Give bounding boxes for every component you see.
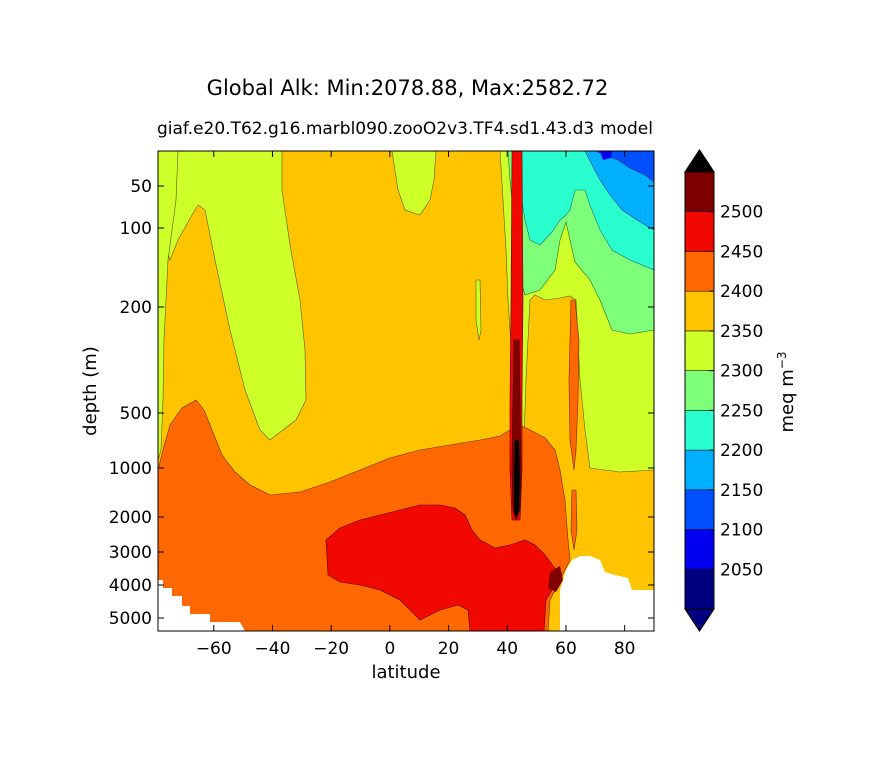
plot-frame — [157, 150, 655, 632]
contour-band-2400-2450-north-finger — [568, 299, 580, 471]
x-axis: −60 −40 −20 0 20 40 60 80 — [196, 151, 636, 659]
y-tick-label: 5000 — [109, 609, 152, 629]
x-tick-label: −40 — [255, 639, 291, 659]
colorbar-extend-max — [684, 149, 715, 173]
colorbar-tick-label: 2450 — [720, 242, 763, 262]
contour-band-2500-2550-deep — [548, 566, 563, 592]
colorbar-outline — [684, 149, 715, 632]
colorbar: 2050 2100 2150 2200 2250 2300 2350 2400 2450 2500 — [684, 149, 763, 632]
y-axis-label: depth (m) — [80, 346, 101, 436]
chart-subtitle-model: model — [600, 119, 653, 139]
y-tick-label: 50 — [130, 177, 152, 197]
y-tick-label: 100 — [120, 219, 152, 239]
y-tick-label: 500 — [120, 404, 152, 424]
colorbar-swatch — [684, 489, 715, 530]
chart-subtitle-run: giaf.e20.T62.g16.marbl090.zooO2v3.TF4.sd… — [157, 119, 595, 139]
colorbar-tick-label: 2400 — [720, 282, 763, 302]
seafloor-mask-south — [158, 580, 245, 631]
contour-band-2300-2350-north-c — [475, 279, 482, 341]
y-tick-label: 4000 — [109, 576, 152, 596]
colorbar-swatch — [684, 330, 715, 371]
seafloor-mask-north — [560, 556, 654, 631]
colorbar-extend-min — [684, 608, 715, 632]
colorbar-label: meq m−3 — [775, 352, 798, 433]
colorbar-tick-label: 2300 — [720, 362, 763, 382]
y-axis: 50 100 200 500 1000 2000 3000 4000 5000 — [109, 177, 654, 629]
colorbar-swatch — [684, 171, 715, 212]
colorbar-label-text: meq m — [777, 369, 798, 432]
contour-band-2450-2500 — [325, 504, 557, 631]
y-tick-label: 1000 — [109, 459, 152, 479]
colorbar-swatch — [684, 211, 715, 252]
colorbar-swatch — [684, 449, 715, 491]
x-tick-label: 20 — [438, 639, 460, 659]
colorbar-swatch — [684, 290, 715, 332]
y-tick-label: 200 — [120, 298, 152, 318]
x-axis-label: latitude — [371, 662, 440, 683]
colorbar-swatch — [684, 529, 715, 570]
contour-band-2300-2350-north-a — [391, 151, 437, 216]
contour-fields — [158, 151, 654, 631]
x-tick-label: −60 — [196, 639, 232, 659]
colorbar-tick-label: 2050 — [720, 560, 763, 580]
contour-band-2300-2350-south — [158, 151, 307, 441]
colorbar-tick-label: 2150 — [720, 481, 763, 501]
colorbar-label-exponent: −3 — [775, 352, 789, 370]
colorbar-tick-label: 2200 — [720, 441, 763, 461]
y-tick-label: 2000 — [109, 508, 152, 528]
contour-band-2550-plus-plume — [514, 440, 520, 518]
x-tick-label: 40 — [496, 639, 518, 659]
colorbar-tick-label: 2100 — [720, 521, 763, 541]
colorbar-swatch — [684, 569, 715, 610]
x-tick-label: 60 — [555, 639, 577, 659]
x-tick-label: −20 — [313, 639, 349, 659]
x-tick-label: 0 — [384, 639, 395, 659]
colorbar-tick-label: 2500 — [720, 203, 763, 223]
y-tick-label: 3000 — [109, 543, 152, 563]
colorbar-tick-label: 2350 — [720, 322, 763, 342]
x-tick-label: 80 — [614, 639, 636, 659]
colorbar-swatch — [684, 370, 715, 411]
contour-band-2400-2450-north-finger-b — [570, 489, 578, 551]
colorbar-swatch — [684, 251, 715, 292]
colorbar-swatch — [684, 410, 715, 451]
colorbar-tick-label: 2250 — [720, 401, 763, 421]
chart-title: Global Alk: Min:2078.88, Max:2582.72 — [206, 76, 609, 100]
contour-band-2050-2100 — [600, 151, 612, 160]
